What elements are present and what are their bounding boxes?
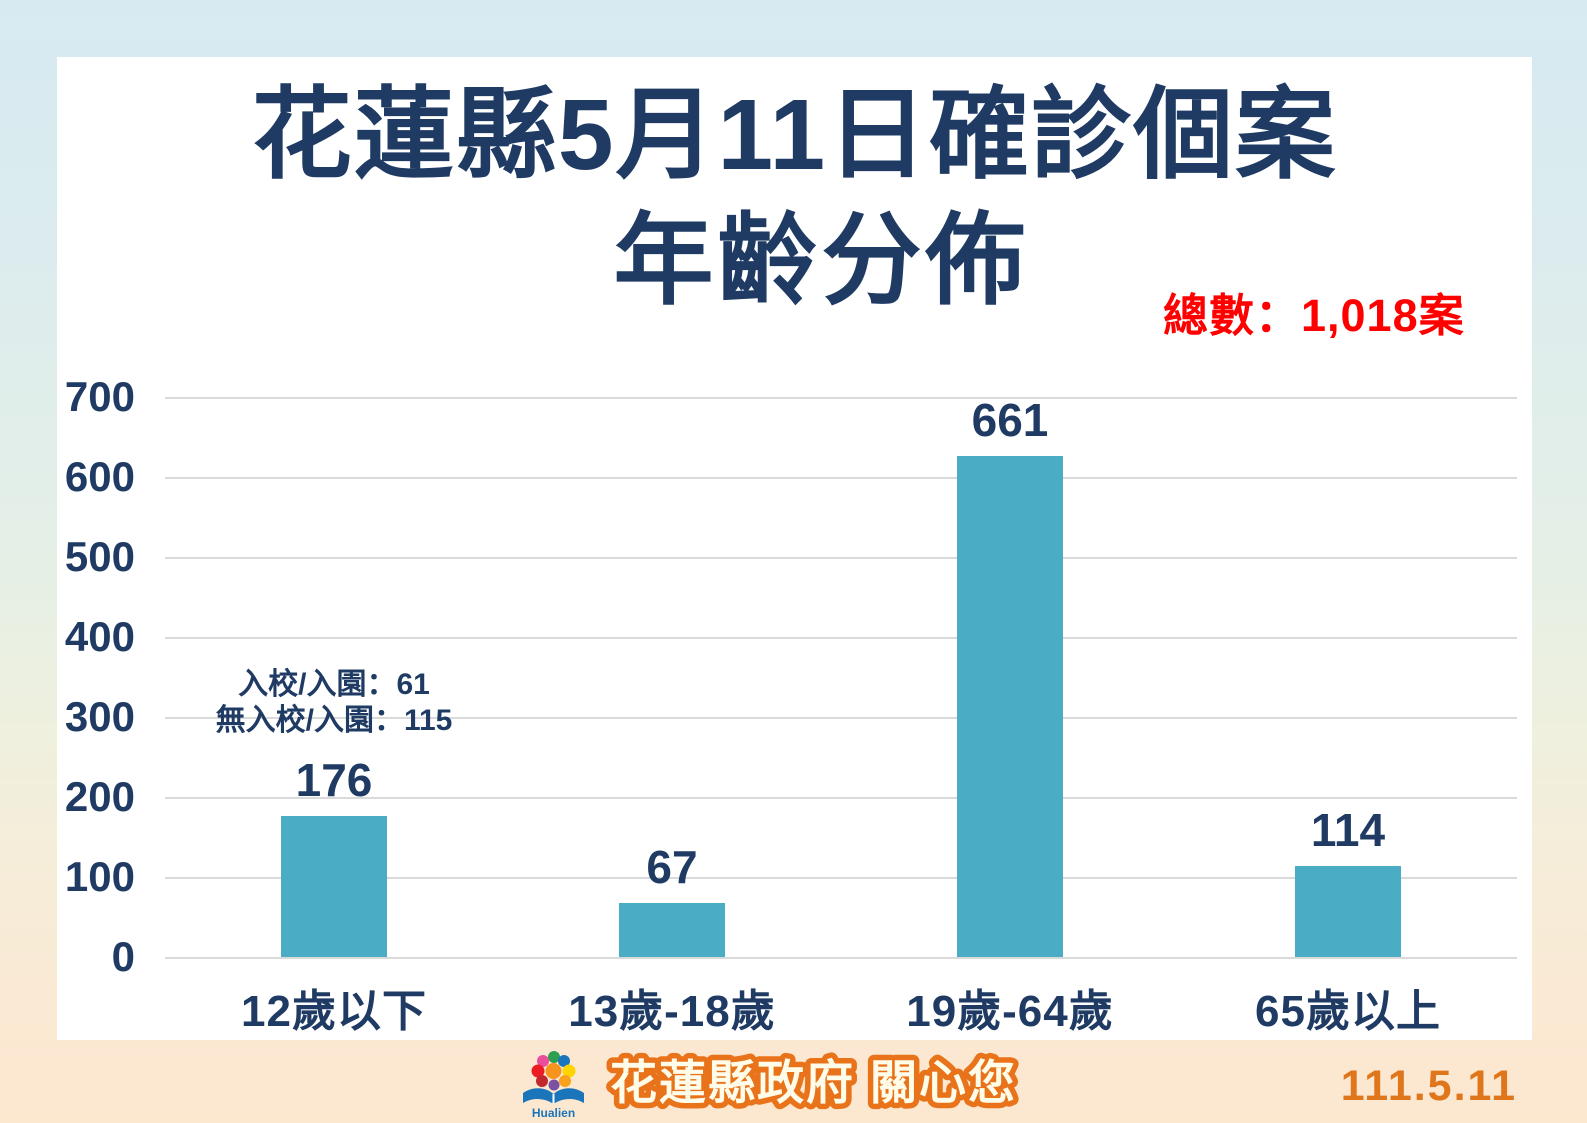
y-tick-label-700: 700: [64, 373, 135, 420]
bar-value-label: 661: [971, 394, 1049, 446]
bar-series: 入校/入園：61 無入校/入園：115 176 67 661 114: [165, 397, 1517, 957]
page-title: 花蓮縣5月11日確診個案: [251, 79, 1338, 191]
y-tick-label-600: 600: [64, 453, 135, 500]
y-tick-label-0: 0: [111, 933, 135, 980]
gridline-400: [165, 637, 1517, 639]
bar-19歲-64歲: [957, 456, 1063, 957]
bar-12歲以下: [281, 816, 387, 957]
x-tick-label: 13歲-18歲: [568, 987, 776, 1036]
footer-brand: Hualien 花蓮縣政府 關心您: [516, 1046, 1072, 1120]
chart-card: 花蓮縣5月11日確診個案 年齡分佈 總數：1,018案 入校/入園：61 無入校/…: [57, 57, 1532, 1040]
gridline-500: [165, 557, 1517, 559]
y-tick-label-400: 400: [64, 613, 135, 660]
y-tick-label-200: 200: [64, 773, 135, 820]
y-tick-label-100: 100: [64, 853, 135, 900]
x-tick-label: 65歲以上: [1255, 987, 1441, 1036]
gov-slogan-text: 花蓮縣政府 關心您: [610, 1056, 1017, 1109]
y-tick-label-500: 500: [64, 533, 135, 580]
bar-slot: 661: [841, 397, 1179, 957]
bar-annotation: 入校/入園：61 無入校/入園：115: [216, 667, 453, 738]
bar-13歲-18歲: [619, 903, 725, 957]
date-label: 111.5.11: [1340, 1062, 1517, 1110]
x-tick-label: 19歲-64歲: [906, 987, 1114, 1036]
hualien-logo-text: Hualien: [531, 1106, 574, 1120]
total-cases-label: 總數：1,018案: [1163, 290, 1465, 341]
x-axis-labels: 12歲以下 13歲-18歲 19歲-64歲 65歲以上: [165, 975, 1517, 1039]
page-subtitle: 年齡分佈: [613, 205, 1030, 317]
hualien-logo-icon: Hualien: [522, 1051, 584, 1120]
gridline-600: [165, 477, 1517, 479]
gridline-200: [165, 797, 1517, 799]
bar-annotation-line: 入校/入園：61: [238, 668, 430, 702]
bar-value-label: 176: [295, 754, 373, 807]
bar-slot: 114: [1179, 397, 1517, 957]
bar-value-label: 67: [646, 841, 698, 894]
y-tick-label-300: 300: [64, 693, 135, 740]
bar-value-label: 114: [1310, 803, 1386, 856]
bar-slot: 入校/入園：61 無入校/入園：115 176: [165, 397, 503, 957]
gov-slogan: 花蓮縣政府 關心您: [604, 1051, 1020, 1115]
x-tick-label: 12歲以下: [241, 987, 427, 1036]
bar-chart-plot-area: 入校/入園：61 無入校/入園：115 176 67 661 114 0 100 200 300…: [65, 376, 1517, 978]
bar-slot: 67: [503, 397, 841, 957]
gridline-0: [165, 957, 1517, 959]
gridline-100: [165, 877, 1517, 879]
bar-annotation-line: 無入校/入園：115: [215, 703, 453, 737]
gridline-300: [165, 717, 1517, 719]
bar-65歲以上: [1295, 865, 1401, 957]
gridline-700: [165, 397, 1517, 399]
